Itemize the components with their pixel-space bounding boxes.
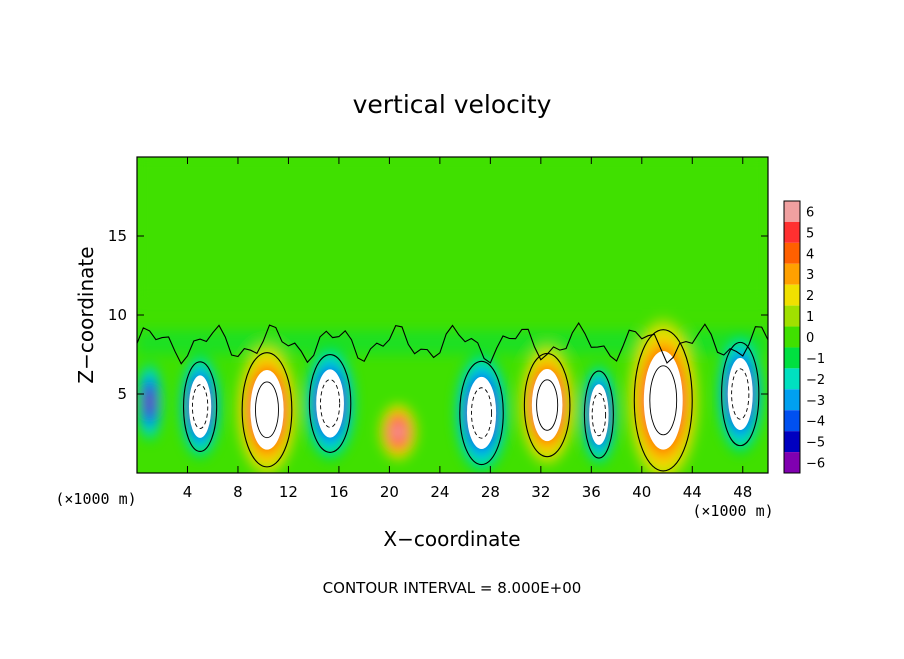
colorbar-swatch-5	[784, 305, 800, 327]
y-tick-label-10: 10	[108, 306, 127, 324]
colorbar-swatch-11	[784, 431, 800, 453]
x-tick-label-32: 32	[531, 483, 550, 501]
colorbar-swatch-6	[784, 326, 800, 348]
colorbar-label-10: −4	[806, 415, 825, 430]
velocity-cell-1-level-6	[146, 391, 153, 412]
mid-field-band	[137, 330, 768, 355]
colorbar-swatch-12	[784, 452, 800, 473]
velocity-cell-4-contour	[308, 354, 352, 453]
velocity-cell-7-inner-contour	[536, 379, 559, 431]
colorbar-label-9: −3	[806, 394, 825, 409]
velocity-cell-6-saturated-core	[466, 376, 497, 449]
velocity-cell-8-contour	[583, 370, 614, 459]
velocity-cell-3-contour	[241, 352, 293, 468]
upper-field-band	[137, 157, 768, 300]
colorbar-label-3: 3	[806, 268, 814, 283]
colorbar-swatch-8	[784, 368, 800, 390]
colorbar-swatch-10	[784, 410, 800, 432]
z-unit-label: (×1000 m)	[55, 490, 136, 508]
x-tick-label-40: 40	[632, 483, 651, 501]
colorbar-label-5: 1	[806, 310, 814, 325]
colorbar-label-8: −2	[806, 373, 825, 388]
colorbar-label-0: 6	[806, 205, 814, 220]
velocity-cell-2-inner-contour	[191, 384, 209, 429]
x-tick-label-8: 8	[233, 483, 243, 501]
y-tick-label-5: 5	[117, 385, 127, 403]
colorbar-swatch-9	[784, 389, 800, 411]
x-tick-label-4: 4	[183, 483, 193, 501]
colorbar-label-11: −5	[806, 436, 825, 451]
colorbar-label-7: −1	[806, 352, 825, 367]
colorbar-label-2: 4	[806, 247, 814, 262]
core-layers	[137, 321, 768, 472]
x-tick-label-48: 48	[733, 483, 752, 501]
velocity-cell-3-inner-contour	[255, 381, 279, 439]
colorbar-frame	[783, 200, 801, 474]
colorbar-swatch-3	[784, 263, 800, 285]
velocity-cell-10-contour	[721, 341, 760, 447]
velocity-cell-4-inner-contour	[320, 379, 341, 428]
x-tick-label-20: 20	[380, 483, 399, 501]
zero-contour-line	[137, 321, 768, 365]
colorbar-swatch-1	[784, 221, 800, 243]
y-axis-label: Z−coordinate	[74, 246, 98, 383]
y-tick-label-15: 15	[108, 227, 127, 245]
colorbar-label-1: 5	[806, 226, 814, 241]
x-tick-label-36: 36	[582, 483, 601, 501]
chart-title: vertical velocity	[353, 90, 552, 119]
velocity-cell-6-contour	[459, 360, 504, 466]
velocity-cell-5-level-6	[392, 422, 405, 441]
colorbar-label-12: −6	[806, 457, 825, 472]
velocity-cell-10-inner-contour	[731, 368, 750, 420]
x-tick-label-16: 16	[329, 483, 348, 501]
colorbar-label-4: 2	[806, 289, 814, 304]
contour-interval-note: CONTOUR INTERVAL = 8.000E+00	[323, 579, 582, 597]
colorbar: 6 5 4 3 2 1 0 −1 −2 −3 −4 −5 −6	[783, 200, 825, 474]
velocity-cell-6-inner-contour	[471, 387, 493, 439]
colorbar-swatch-7	[784, 347, 800, 369]
x-tick-label-44: 44	[683, 483, 702, 501]
x-tick-label-12: 12	[279, 483, 298, 501]
x-tick-label-24: 24	[430, 483, 449, 501]
colorbar-swatch-0	[784, 201, 800, 222]
x-axis-label: X−coordinate	[383, 527, 520, 551]
colorbar-swatch-2	[784, 242, 800, 264]
velocity-cell-9-inner-contour	[649, 365, 678, 436]
velocity-cell-8-inner-contour	[591, 392, 607, 437]
x-unit-label: (×1000 m)	[692, 502, 773, 520]
plot-area	[137, 157, 768, 473]
x-tick-label-28: 28	[481, 483, 500, 501]
velocity-cell-9-contour	[633, 329, 693, 472]
colorbar-label-6: 0	[806, 331, 814, 346]
velocity-cell-2-contour	[182, 361, 218, 453]
colorbar-swatch-4	[784, 284, 800, 306]
